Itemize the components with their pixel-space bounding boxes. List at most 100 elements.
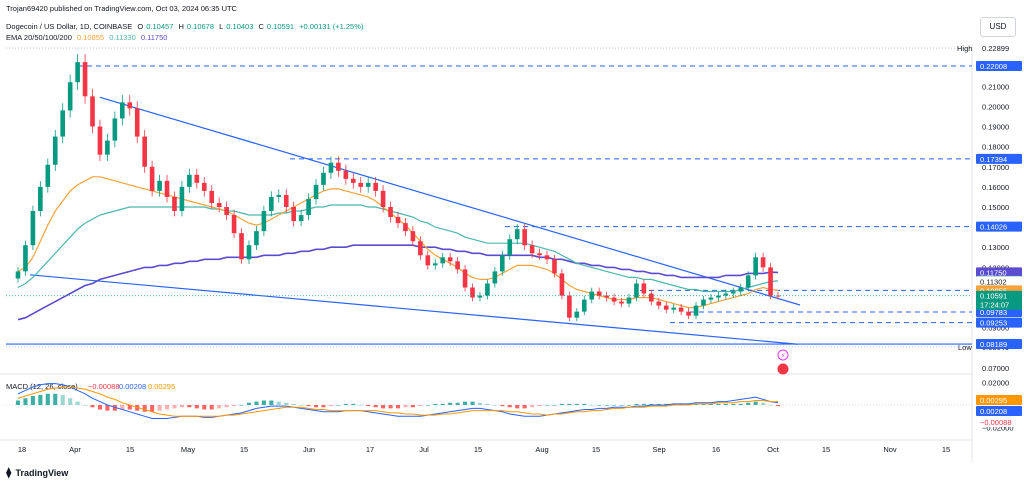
macd-hist-tag-bg: [976, 417, 1022, 427]
macd-hist-bar: [574, 403, 579, 405]
candle-body: [343, 170, 349, 179]
candle-body: [500, 255, 505, 272]
macd-hist-bar: [53, 393, 58, 405]
close-value: 0.10591: [266, 22, 295, 31]
candle-body: [701, 299, 706, 306]
candle-body: [373, 182, 378, 191]
macd-hist-bar: [693, 403, 699, 405]
macd-hist-bar: [68, 398, 73, 405]
x-tick-label: Apr: [69, 445, 81, 454]
macd-hist-bar: [723, 403, 728, 405]
macd-hist-bar: [686, 403, 691, 405]
candle-body: [745, 275, 751, 288]
candle-body: [604, 295, 609, 298]
last-price-tag-bg: [976, 290, 1022, 310]
macd-hist-bar: [634, 403, 639, 405]
candle-body: [187, 174, 192, 187]
macd-hist-bar: [410, 405, 415, 408]
candle-body: [30, 211, 36, 246]
candle-body: [432, 263, 438, 266]
candle-body: [261, 211, 267, 232]
macd-hist-bar: [597, 405, 602, 406]
candle-body: [492, 271, 498, 284]
x-tick-label: May: [181, 445, 195, 454]
high-value: 0.10678: [186, 22, 215, 31]
macd-hist-bar: [708, 403, 713, 405]
macd-hist-bar: [328, 405, 333, 407]
macd-hist-bar: [209, 405, 214, 410]
candle-body: [388, 207, 393, 218]
candle-body: [589, 291, 595, 300]
ema50-tag-bg: [976, 275, 1022, 286]
macd-hist-bar: [45, 393, 50, 405]
candle-body: [663, 305, 669, 310]
candle-body: [336, 162, 341, 171]
macd-value-signal: 0.00295: [148, 382, 175, 391]
x-tick-label: 15: [240, 445, 248, 454]
ema20-value: 0.10855: [76, 33, 105, 42]
candle-body: [410, 231, 416, 242]
macd-hist-bar: [485, 403, 490, 405]
high-label: High: [957, 44, 972, 53]
symbol-name[interactable]: Dogecoin / US Dollar, 1D, COINBASE: [6, 22, 133, 31]
ema100-line: [17, 244, 779, 321]
ema100-tag: 0.11750: [980, 268, 1007, 277]
level-tag: 0.22008: [980, 62, 1007, 71]
candle-body: [239, 233, 244, 260]
macd-value-macd: 0.00208: [119, 382, 146, 391]
ema-label: EMA 20/50/100/200: [6, 33, 72, 42]
macd-hist-bar: [157, 405, 162, 411]
candle-body: [693, 305, 699, 316]
candle-body: [649, 293, 654, 302]
x-tick-label: Nov: [883, 445, 897, 454]
macd-hist-tag: −0.00088: [980, 418, 1012, 427]
open-value: 0.10457: [146, 22, 174, 31]
level-tag-bg: [976, 317, 1022, 328]
candle-body: [716, 295, 721, 298]
candle-body: [775, 295, 781, 297]
candle-body: [120, 102, 125, 119]
macd-hist-bar: [306, 405, 311, 407]
ema-legend[interactable]: EMA 20/50/100/200 0.10855 0.11330 0.1175…: [6, 33, 170, 42]
macd-hist-bar: [351, 403, 356, 405]
candle-body: [60, 110, 66, 137]
extra-tag-bg: [976, 276, 1022, 287]
macd-hist-bar: [261, 400, 266, 405]
macd-hist-bar: [135, 405, 140, 411]
macd-hist-bar: [30, 396, 35, 405]
low-label: Low: [958, 343, 972, 352]
x-tick-label: Oct: [767, 445, 780, 454]
currency-button[interactable]: USD: [980, 17, 1016, 37]
macd-hist-bar: [567, 403, 572, 405]
macd-hist-bar: [664, 403, 669, 405]
candle-body: [127, 102, 133, 109]
candle-body: [216, 202, 222, 207]
macd-hist-bar: [619, 405, 624, 406]
macd-hist-bar: [83, 405, 88, 406]
lightning-glyph: ⚡: [781, 352, 786, 360]
candle-body: [522, 229, 527, 246]
macd-hist-bar: [291, 403, 296, 405]
candle-body: [619, 301, 624, 304]
macd-hist-bar: [97, 405, 103, 410]
macd-hist-bar: [492, 405, 497, 406]
change-value: +0.00131 (+1.25%): [299, 22, 364, 31]
macd-hist-bar: [448, 402, 453, 405]
macd-hist-bar: [38, 394, 43, 405]
macd-hist-bar: [179, 405, 184, 408]
candle-body: [67, 82, 73, 111]
candle-body: [45, 164, 51, 187]
macd-hist-bar: [582, 403, 587, 405]
macd-hist-bar: [388, 405, 393, 409]
level-tag: 0.17394: [980, 155, 1007, 164]
y-tick-label: 0.19000: [982, 123, 1009, 132]
candle-body: [291, 207, 296, 222]
candle-body: [581, 299, 587, 312]
brand-footer[interactable]: ⧫ TradingView: [6, 466, 68, 479]
candle-body: [753, 257, 758, 276]
candle-body: [567, 295, 572, 318]
candle-body: [254, 231, 259, 246]
macd-hist-bar: [716, 403, 721, 405]
ema20-tag: 0.10855: [980, 286, 1007, 295]
